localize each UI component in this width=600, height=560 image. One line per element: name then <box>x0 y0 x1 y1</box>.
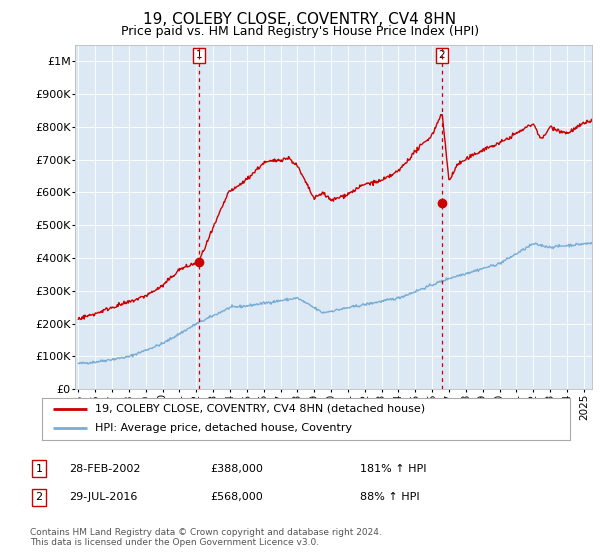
Text: Contains HM Land Registry data © Crown copyright and database right 2024.
This d: Contains HM Land Registry data © Crown c… <box>30 528 382 547</box>
Text: 1: 1 <box>35 464 43 474</box>
Text: 88% ↑ HPI: 88% ↑ HPI <box>360 492 419 502</box>
Text: 19, COLEBY CLOSE, COVENTRY, CV4 8HN: 19, COLEBY CLOSE, COVENTRY, CV4 8HN <box>143 12 457 27</box>
Text: 28-FEB-2002: 28-FEB-2002 <box>69 464 140 474</box>
Text: £388,000: £388,000 <box>210 464 263 474</box>
Text: 29-JUL-2016: 29-JUL-2016 <box>69 492 137 502</box>
Text: 1: 1 <box>196 50 202 60</box>
Text: 2: 2 <box>35 492 43 502</box>
Text: 19, COLEBY CLOSE, COVENTRY, CV4 8HN (detached house): 19, COLEBY CLOSE, COVENTRY, CV4 8HN (det… <box>95 404 425 414</box>
Text: 2: 2 <box>439 50 445 60</box>
Text: Price paid vs. HM Land Registry's House Price Index (HPI): Price paid vs. HM Land Registry's House … <box>121 25 479 38</box>
Text: HPI: Average price, detached house, Coventry: HPI: Average price, detached house, Cove… <box>95 423 352 433</box>
Text: 181% ↑ HPI: 181% ↑ HPI <box>360 464 427 474</box>
Text: £568,000: £568,000 <box>210 492 263 502</box>
